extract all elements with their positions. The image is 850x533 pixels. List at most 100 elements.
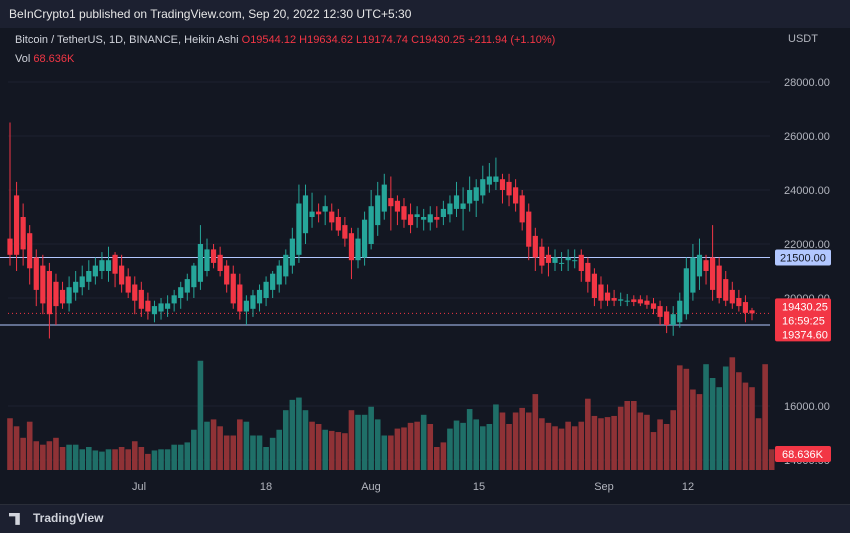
candle-body bbox=[394, 200, 401, 212]
candle-body bbox=[664, 311, 670, 325]
volume-bar bbox=[545, 422, 552, 470]
volume-bar bbox=[624, 401, 631, 470]
candle-body bbox=[473, 187, 479, 201]
candle-body bbox=[92, 265, 98, 277]
volume-bar bbox=[552, 426, 558, 470]
candle-body bbox=[703, 260, 709, 271]
volume-bar bbox=[256, 435, 263, 470]
volume-bar bbox=[631, 401, 637, 470]
candle-body bbox=[414, 214, 420, 217]
volume-value: 68.636K bbox=[33, 53, 75, 65]
candle-body bbox=[73, 281, 79, 293]
volume-bar bbox=[729, 357, 736, 470]
candle-body bbox=[99, 260, 105, 271]
symbol-legend: Bitcoin / TetherUS, 1D, BINANCE, Heikin … bbox=[15, 34, 555, 46]
candle-body bbox=[729, 289, 735, 304]
volume-bar bbox=[394, 428, 401, 470]
candle-body bbox=[105, 260, 112, 271]
volume-bar bbox=[164, 449, 171, 470]
candle-body bbox=[112, 254, 118, 274]
brand-name: TradingView bbox=[33, 511, 104, 525]
volume-bar bbox=[637, 412, 644, 470]
candle-body bbox=[453, 195, 460, 209]
volume-bar bbox=[191, 429, 197, 470]
volume-bar bbox=[335, 432, 342, 470]
volume-bar bbox=[315, 424, 322, 470]
candle-body bbox=[296, 203, 302, 255]
currency-label: USDT bbox=[788, 33, 818, 45]
volume-bar bbox=[696, 394, 703, 470]
candle-body bbox=[624, 300, 630, 302]
volume-bar bbox=[506, 424, 512, 470]
candle-body bbox=[604, 292, 611, 301]
candle-body bbox=[696, 254, 703, 277]
volume-bar bbox=[755, 418, 762, 470]
candle-body bbox=[178, 287, 184, 298]
candle-body bbox=[7, 238, 13, 255]
candle-body bbox=[335, 217, 341, 231]
x-tick-label: Aug bbox=[361, 481, 381, 493]
candle-body bbox=[361, 219, 368, 258]
footer-bar: TradingView bbox=[0, 504, 850, 533]
candle-body bbox=[710, 257, 716, 290]
volume-bar bbox=[663, 424, 670, 470]
candle-body bbox=[742, 302, 749, 313]
candle-body bbox=[401, 206, 407, 220]
volume-bar bbox=[460, 422, 466, 470]
volume-bar bbox=[53, 437, 59, 470]
volume-bar bbox=[519, 407, 525, 470]
candle-body bbox=[670, 314, 676, 325]
volume-bar bbox=[20, 437, 26, 470]
candle-body bbox=[598, 284, 604, 301]
candle-body bbox=[204, 249, 210, 271]
candle-body bbox=[197, 244, 204, 282]
close-value: 19430.25 bbox=[419, 34, 465, 46]
volume-bar bbox=[46, 441, 53, 470]
volume-bar bbox=[197, 360, 204, 470]
candle-body bbox=[683, 268, 689, 315]
candle-body bbox=[506, 181, 512, 196]
tradingview-logo[interactable]: TradingView bbox=[9, 511, 103, 525]
volume-bar bbox=[79, 449, 86, 470]
candle-body bbox=[526, 211, 532, 247]
volume-bar bbox=[99, 451, 105, 470]
candle-body bbox=[138, 289, 144, 309]
volume-bar bbox=[26, 421, 33, 470]
x-tick-label: 12 bbox=[682, 481, 694, 493]
volume-bar bbox=[13, 426, 20, 470]
open-label: O bbox=[241, 34, 251, 46]
volume-bar bbox=[617, 406, 624, 470]
volume-bar bbox=[85, 447, 92, 470]
candle-body bbox=[33, 257, 39, 290]
candle-body bbox=[342, 225, 348, 239]
volume-bar bbox=[171, 444, 177, 470]
candle-body bbox=[79, 276, 85, 288]
volume-bar bbox=[690, 389, 696, 470]
tradingview-logo-icon bbox=[9, 512, 20, 525]
volume-bar bbox=[210, 419, 217, 470]
candle-body bbox=[539, 246, 545, 266]
candle-body bbox=[355, 238, 361, 261]
candle-body bbox=[66, 287, 72, 304]
candle-body bbox=[125, 276, 131, 293]
candle-body bbox=[657, 306, 663, 317]
volume-bar bbox=[138, 447, 145, 470]
low-label: L bbox=[356, 34, 363, 46]
volume-bar bbox=[7, 418, 13, 470]
candle-body bbox=[749, 310, 755, 314]
volume-bar bbox=[525, 412, 532, 470]
volume-badge-label: 68.636K bbox=[782, 449, 824, 461]
price-chart[interactable]: 28000.0026000.0024000.0022000.0020000.00… bbox=[0, 28, 850, 504]
volume-bar bbox=[703, 364, 709, 470]
open-value: 19544.12 bbox=[250, 34, 297, 46]
volume-bar bbox=[105, 449, 112, 470]
candle-body bbox=[46, 271, 52, 315]
candle-body bbox=[119, 265, 125, 285]
volume-badge-bg bbox=[775, 446, 831, 462]
y-tick-label: 22000.00 bbox=[784, 239, 830, 251]
price-badge-label: 16:59:25 bbox=[782, 315, 825, 327]
candle-body bbox=[637, 299, 643, 304]
candle-body bbox=[677, 300, 683, 323]
candle-body bbox=[59, 289, 66, 304]
candle-body bbox=[283, 254, 289, 277]
